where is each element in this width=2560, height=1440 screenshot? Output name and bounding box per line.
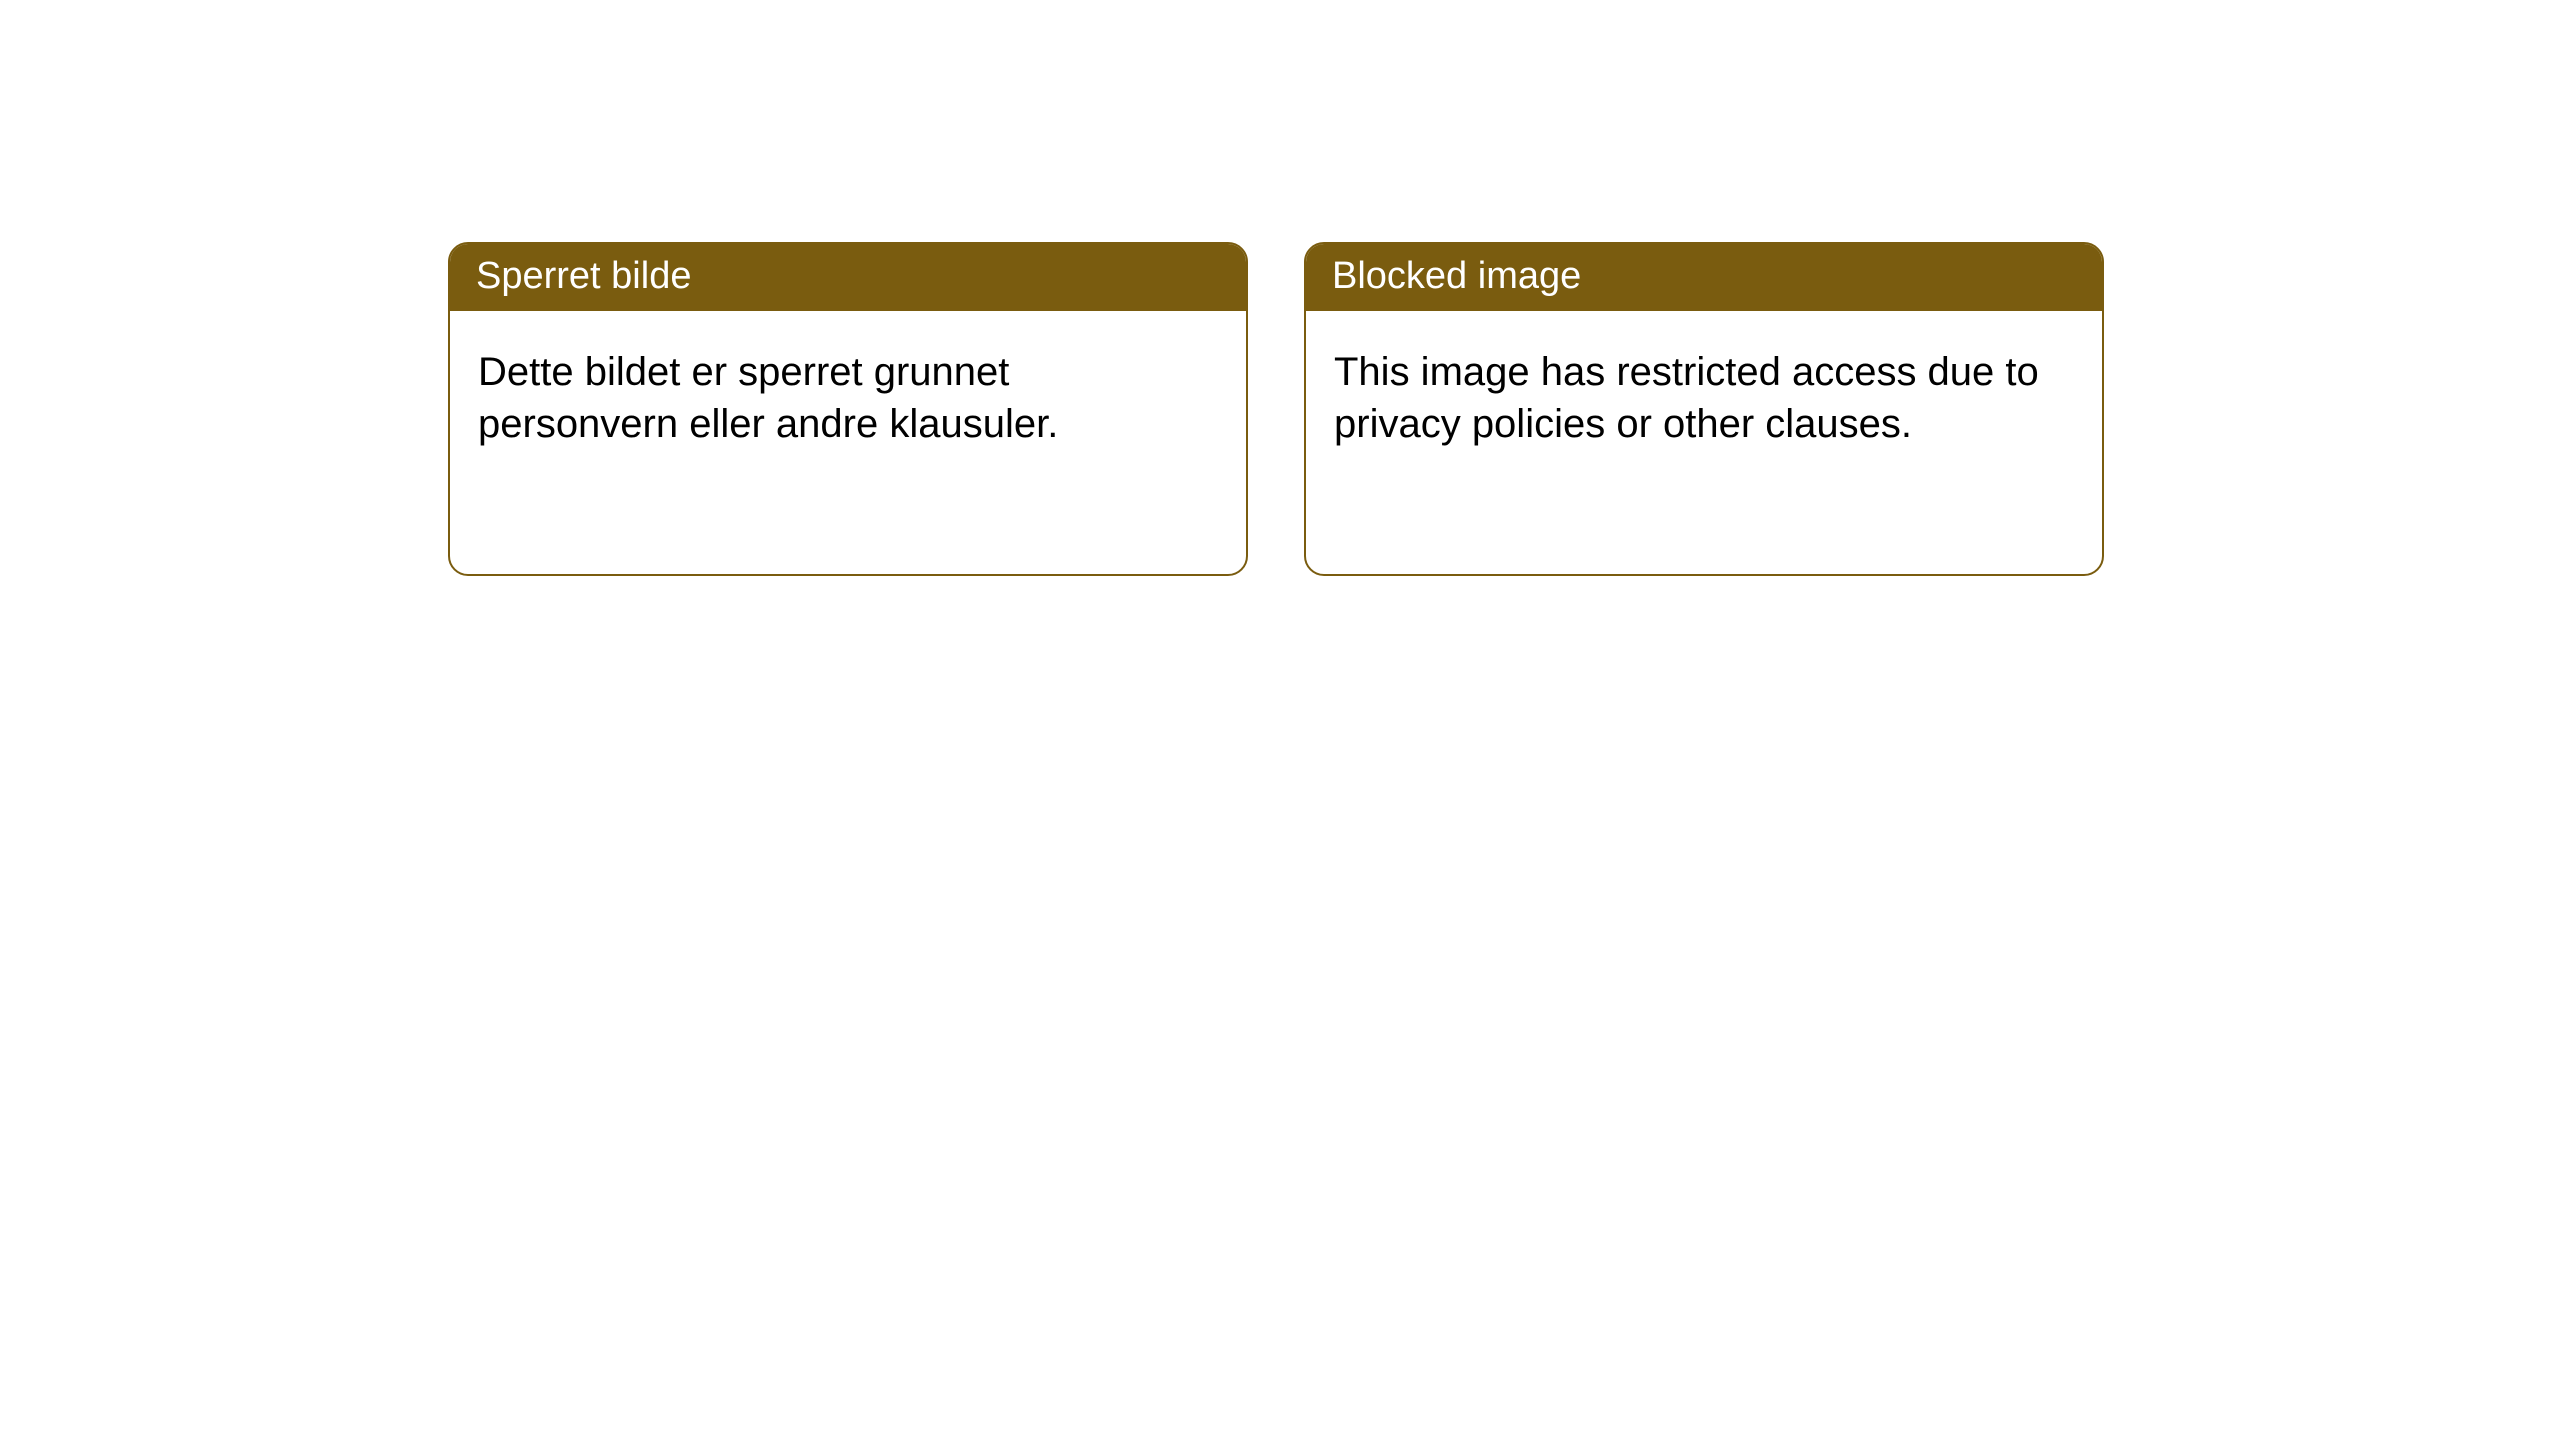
notice-container: Sperret bilde Dette bildet er sperret gr…: [0, 0, 2560, 576]
notice-header-norwegian: Sperret bilde: [450, 244, 1246, 311]
notice-body-english: This image has restricted access due to …: [1306, 311, 2102, 485]
notice-box-english: Blocked image This image has restricted …: [1304, 242, 2104, 576]
notice-body-norwegian: Dette bildet er sperret grunnet personve…: [450, 311, 1246, 485]
notice-box-norwegian: Sperret bilde Dette bildet er sperret gr…: [448, 242, 1248, 576]
notice-header-english: Blocked image: [1306, 244, 2102, 311]
